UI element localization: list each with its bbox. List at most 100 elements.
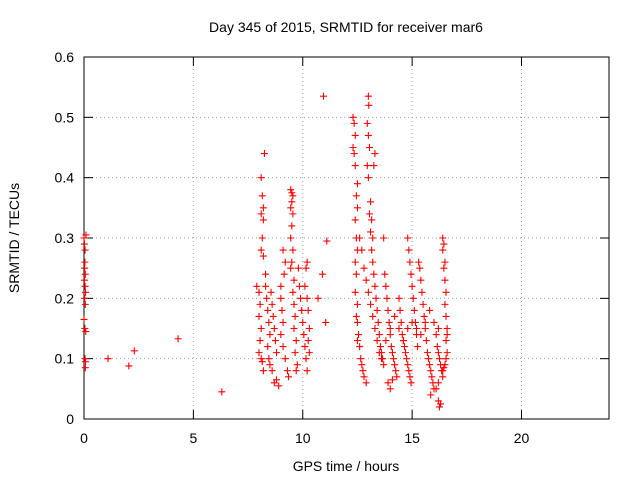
data-point <box>259 367 267 375</box>
data-point <box>353 204 361 212</box>
data-point <box>301 343 309 351</box>
data-point <box>395 325 403 332</box>
data-point <box>427 391 435 399</box>
data-point <box>302 355 310 363</box>
data-point <box>386 385 394 393</box>
data-point <box>258 358 266 366</box>
data-point <box>259 204 267 212</box>
x-tick-label: 5 <box>189 430 197 446</box>
data-point <box>433 343 441 351</box>
data-point <box>349 144 357 151</box>
data-point <box>388 376 396 384</box>
data-point <box>365 144 373 151</box>
data-point <box>388 349 396 357</box>
data-point <box>373 337 381 345</box>
data-point <box>257 174 265 182</box>
data-point <box>104 355 112 363</box>
data-point <box>81 364 89 372</box>
data-point <box>442 288 450 296</box>
data-point <box>350 119 358 127</box>
data-point <box>404 234 412 242</box>
data-point <box>289 210 297 218</box>
data-point <box>292 367 300 375</box>
data-point <box>392 367 400 375</box>
data-point <box>391 361 399 369</box>
data-point <box>407 379 415 387</box>
data-point <box>81 258 89 266</box>
data-point <box>399 337 407 345</box>
data-point <box>435 355 443 363</box>
plot-border <box>83 56 610 420</box>
data-point <box>422 337 430 345</box>
data-point <box>403 355 411 363</box>
data-point <box>253 282 261 290</box>
data-point <box>257 210 265 218</box>
data-point <box>264 343 272 351</box>
data-point <box>353 318 361 326</box>
data-point <box>305 325 313 332</box>
data-point <box>303 367 311 375</box>
data-point <box>426 361 434 369</box>
data-point <box>413 325 420 332</box>
data-point <box>304 306 312 314</box>
data-point <box>364 131 372 139</box>
data-point <box>362 276 370 284</box>
data-point <box>427 367 435 375</box>
data-point <box>396 306 404 314</box>
data-point <box>262 282 270 290</box>
data-point <box>353 180 361 188</box>
data-point <box>258 234 266 242</box>
x-tick-label: 15 <box>404 430 420 446</box>
data-point <box>302 264 310 272</box>
data-point <box>434 325 442 332</box>
data-point <box>430 318 438 326</box>
data-point <box>439 373 447 381</box>
data-point <box>393 373 401 381</box>
y-tick-label: 0.4 <box>55 170 75 186</box>
data-point <box>279 246 287 254</box>
data-point <box>368 246 376 254</box>
data-point <box>442 355 450 363</box>
data-point <box>293 361 301 369</box>
data-point <box>289 192 297 200</box>
data-point <box>287 264 295 272</box>
data-point <box>322 318 330 326</box>
y-tick-label: 0.1 <box>55 351 75 367</box>
data-point <box>352 312 360 320</box>
data-point <box>269 312 277 320</box>
data-point <box>287 186 295 194</box>
data-point <box>395 294 403 302</box>
data-point <box>415 258 423 266</box>
data-point <box>318 270 326 278</box>
data-point <box>360 373 368 381</box>
data-point <box>271 337 279 345</box>
data-point <box>256 337 264 345</box>
data-point <box>287 234 295 242</box>
data-point <box>355 331 363 339</box>
data-point <box>417 276 425 284</box>
data-point <box>360 264 368 272</box>
data-point <box>358 361 366 369</box>
data-point <box>288 258 296 266</box>
data-point <box>352 270 360 278</box>
data-point <box>82 231 90 239</box>
x-tick-label: 20 <box>514 430 530 446</box>
data-point <box>369 234 377 242</box>
data-point <box>441 361 449 369</box>
grid-lines <box>84 57 609 419</box>
data-point <box>409 294 417 302</box>
data-point <box>357 355 365 363</box>
data-point <box>364 92 372 100</box>
data-point <box>442 312 450 320</box>
data-point <box>386 331 394 339</box>
y-tick-label: 0.2 <box>55 290 75 306</box>
data-point <box>421 318 429 326</box>
data-point <box>384 306 392 314</box>
data-point <box>385 318 393 326</box>
data-point <box>268 300 276 308</box>
data-point <box>256 300 264 308</box>
x-tick-label: 10 <box>295 430 311 446</box>
data-point <box>351 288 359 296</box>
data-point <box>288 198 296 206</box>
data-point <box>374 318 382 326</box>
